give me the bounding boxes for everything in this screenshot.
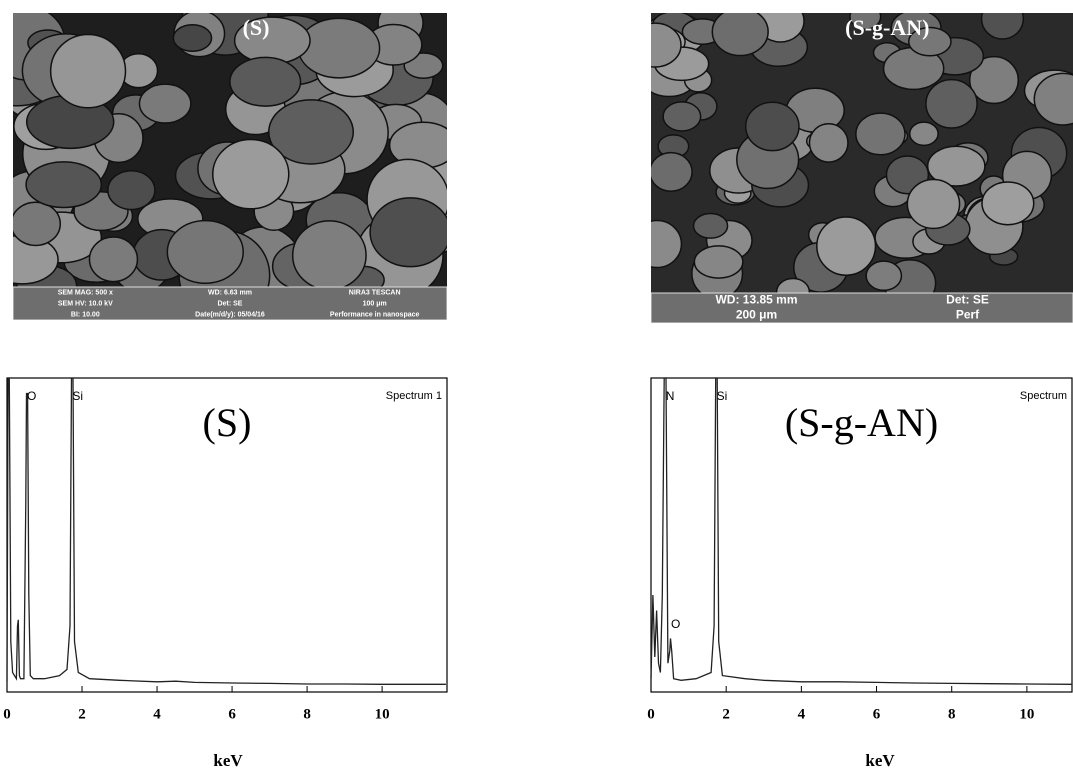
particle — [816, 216, 877, 276]
info-text: Det: SE — [218, 300, 243, 307]
particle — [693, 245, 744, 279]
particle — [925, 78, 978, 129]
particle — [138, 83, 192, 124]
particle — [651, 219, 683, 269]
x-tick-label: 8 — [948, 706, 956, 722]
particle — [229, 56, 302, 107]
particle — [268, 99, 354, 165]
x-tick-label: 2 — [78, 706, 86, 722]
info-text: Date(m/d/y): 05/04/16 — [195, 311, 265, 318]
info-text: 200 μm — [736, 308, 777, 322]
x-tick-label: 10 — [1019, 706, 1034, 722]
info-text: Perf — [956, 308, 980, 322]
particle — [172, 24, 213, 53]
peak-label: N — [666, 389, 675, 403]
x-tick-label: 2 — [722, 706, 730, 722]
particle — [855, 112, 906, 156]
particle — [980, 13, 1025, 40]
info-bar — [13, 286, 447, 320]
info-text: WD: 6.63 mm — [208, 289, 252, 296]
x-tick-label: 4 — [153, 706, 161, 722]
info-text: BI: 10.00 — [71, 311, 100, 318]
particle — [13, 201, 62, 247]
particle — [651, 151, 693, 192]
info-text: Performance in nanospace — [330, 311, 420, 318]
particle — [1033, 72, 1073, 126]
peak-label: Si — [72, 389, 83, 403]
spectrum-line — [650, 377, 1073, 685]
image-label: (S) — [243, 15, 270, 40]
x-tick-label: 4 — [798, 706, 806, 722]
particle — [651, 22, 682, 68]
image-label: (S-g-AN) — [845, 15, 929, 40]
particle — [808, 123, 849, 163]
particle — [908, 121, 939, 147]
particle — [369, 197, 447, 268]
particle — [297, 17, 381, 79]
spectrum-line — [6, 377, 446, 685]
x-tick-label: 0 — [647, 706, 655, 722]
particle — [107, 170, 156, 211]
peak-label: Si — [717, 389, 728, 403]
x-tick-label: 6 — [228, 706, 236, 722]
x-tick-label: 8 — [303, 706, 311, 722]
particle — [981, 181, 1035, 226]
particle — [166, 219, 244, 284]
particle — [744, 101, 800, 152]
particle — [88, 236, 139, 283]
particle — [211, 138, 290, 210]
info-text: 100 μm — [363, 300, 387, 307]
info-text: SEM HV: 10.0 kV — [58, 300, 113, 307]
particle — [926, 145, 986, 187]
spectrum-name: Spectrum — [1020, 390, 1067, 402]
x-axis-label: keV — [213, 751, 243, 770]
info-text: Det: SE — [946, 293, 989, 307]
info-text: WD: 13.85 mm — [715, 293, 797, 307]
sem-image: (S) SEM MAG: 500 x WD: 6.63 mm NIRA3 TESCAN… — [13, 13, 447, 320]
spectrum-title: (S) — [203, 400, 252, 445]
particle — [865, 260, 903, 292]
peak-label: O — [671, 617, 680, 631]
info-text: NIRA3 TESCAN — [349, 289, 401, 296]
particle — [906, 178, 961, 230]
particle — [907, 26, 952, 57]
info-bar — [651, 292, 1073, 323]
particle — [49, 33, 127, 109]
spectrum-title: (S-g-AN) — [785, 400, 938, 445]
x-axis-label: keV — [865, 751, 895, 770]
particle — [291, 220, 367, 291]
particle — [25, 161, 103, 209]
x-tick-label: 0 — [3, 706, 11, 722]
x-tick-label: 10 — [375, 706, 390, 722]
particle — [692, 212, 729, 239]
sem-image: (S-g-AN) WD: 13.85 mm Det: SE 200 μm Perf — [651, 13, 1073, 323]
particle — [711, 13, 769, 57]
spectrum-name: Spectrum 1 — [386, 390, 442, 402]
plot-frame — [650, 377, 1073, 693]
particle — [662, 101, 702, 132]
info-text: SEM MAG: 500 x — [58, 289, 113, 296]
particle — [968, 55, 1020, 105]
particle — [849, 13, 882, 30]
peak-label: O — [27, 389, 36, 403]
x-tick-label: 6 — [873, 706, 881, 722]
